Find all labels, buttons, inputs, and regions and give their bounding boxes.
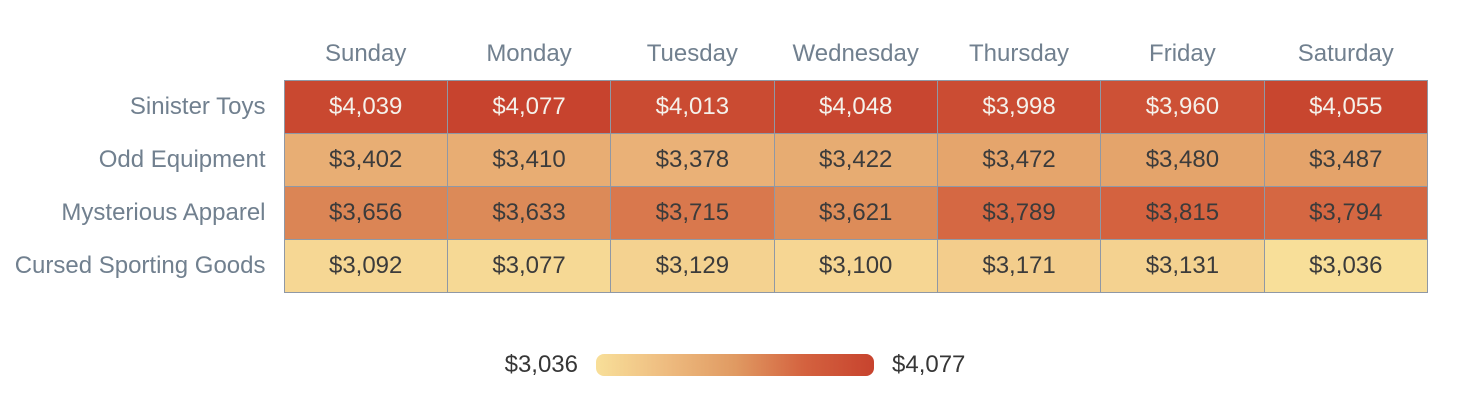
heatmap-cell: $3,472 (936, 133, 1102, 187)
heatmap-cell: $3,480 (1100, 133, 1265, 187)
heatmap-cell: $3,656 (283, 186, 448, 240)
heatmap-cell: $3,171 (936, 239, 1102, 293)
heatmap-cell: $3,789 (936, 186, 1102, 240)
heatmap-cell: $3,077 (446, 239, 612, 293)
legend-min-label: $3,036 (504, 351, 578, 378)
heatmap-cell: $3,715 (610, 186, 775, 240)
legend-max-label: $4,077 (892, 351, 966, 378)
heatmap-cell: $3,621 (773, 186, 938, 240)
heatmap-table: Sunday Monday Tuesday Wednesday Thursday Frid… (0, 28, 1429, 293)
heatmap-cell: $4,055 (1263, 80, 1429, 134)
colorbar-legend: $3,036 $4,077 (0, 351, 1470, 379)
heatmap-cell: $4,013 (610, 80, 775, 134)
column-header-monday: Monday (486, 40, 572, 67)
column-header-friday: Friday (1149, 40, 1216, 67)
row-label: Mysterious Apparel (0, 186, 284, 240)
legend-gradient-bar (596, 354, 874, 376)
heatmap-cell: $3,092 (283, 239, 448, 293)
row-label: Cursed Sporting Goods (0, 239, 284, 293)
heatmap-cell: $3,036 (1263, 239, 1429, 293)
row-label: Odd Equipment (0, 133, 284, 187)
heatmap-cell: $3,794 (1263, 186, 1429, 240)
heatmap-cell: $3,960 (1100, 80, 1265, 134)
heatmap-cell: $3,487 (1263, 133, 1429, 187)
heatmap-cell: $3,100 (773, 239, 938, 293)
heatmap-cell: $3,402 (283, 133, 448, 187)
heatmap-cell: $4,048 (773, 80, 938, 134)
corner-cell (0, 28, 284, 81)
heatmap-cell: $3,131 (1100, 239, 1265, 293)
heatmap-cell: $3,998 (936, 80, 1102, 134)
heatmap-cell: $3,410 (446, 133, 612, 187)
table-row: Sinister Toys $4,039 $4,077 $4,013 $4,048 $3,… (0, 80, 1429, 134)
heatmap-cell: $3,633 (446, 186, 612, 240)
table-row: Cursed Sporting Goods $3,092 $3,077 $3,129 $… (0, 239, 1429, 293)
heatmap-cell: $3,129 (610, 239, 775, 293)
column-header-sunday: Sunday (324, 40, 407, 67)
column-header-thursday: Thursday (969, 40, 1070, 67)
column-header-saturday: Saturday (1297, 40, 1394, 67)
heatmap-cell: $4,077 (446, 80, 612, 134)
table-row: Odd Equipment $3,402 $3,410 $3,378 $3,422 $3,… (0, 133, 1429, 187)
heatmap-cell: $4,039 (283, 80, 448, 134)
column-header-tuesday: Tuesday (646, 40, 738, 67)
heatmap-header-row: Sunday Monday Tuesday Wednesday Thursday Frid… (0, 28, 1428, 81)
heatmap-cell: $3,815 (1100, 186, 1265, 240)
row-label: Sinister Toys (0, 80, 284, 134)
heatmap-cell: $3,422 (773, 133, 938, 187)
heatmap-cell: $3,378 (610, 133, 775, 187)
column-header-wednesday: Wednesday (792, 40, 919, 67)
table-row: Mysterious Apparel $3,656 $3,633 $3,715 $3,6… (0, 186, 1429, 240)
